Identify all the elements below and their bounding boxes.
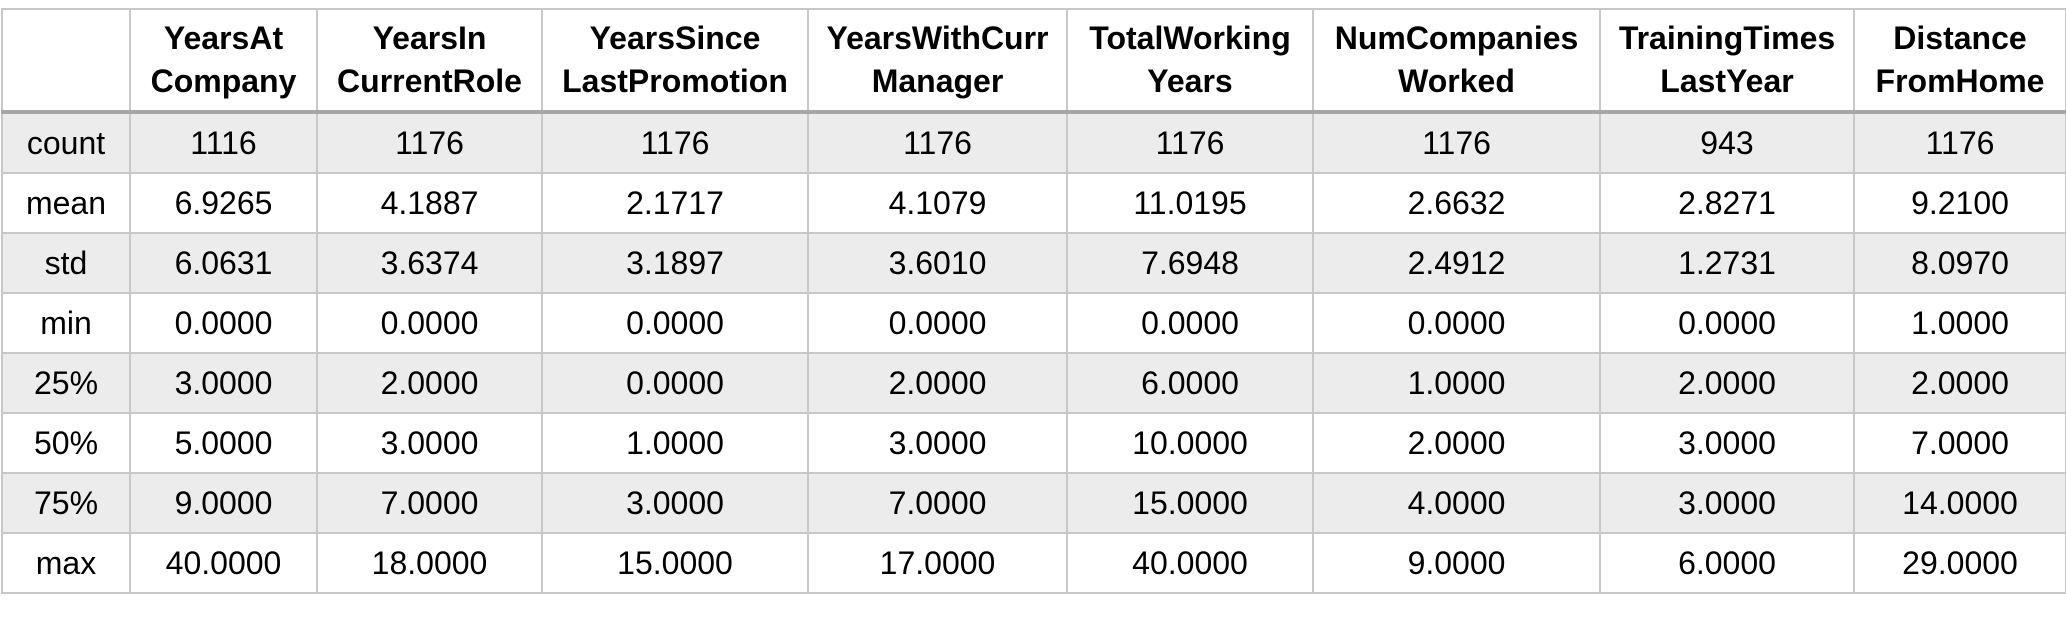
table-cell: 0.0000 [541, 292, 809, 354]
column-header: YearsWithCurr Manager [807, 8, 1068, 114]
row-label: max [1, 532, 131, 594]
table-cell: 17.0000 [807, 532, 1068, 594]
table-cell: 1.0000 [1312, 352, 1601, 414]
table-cell: 1116 [129, 111, 318, 174]
table-cell: 0.0000 [1066, 292, 1314, 354]
table-cell: 3.6374 [316, 232, 543, 294]
table-cell: 9.0000 [129, 472, 318, 534]
table-cell: 2.0000 [807, 352, 1068, 414]
table-cell: 40.0000 [1066, 532, 1314, 594]
table-cell: 4.1887 [316, 172, 543, 234]
table-cell: 3.0000 [129, 352, 318, 414]
table-cell: 4.1079 [807, 172, 1068, 234]
table-cell: 7.0000 [1853, 412, 2066, 474]
table-cell: 1.0000 [541, 412, 809, 474]
row-label: 25% [1, 352, 131, 414]
row-label: mean [1, 172, 131, 234]
table-cell: 10.0000 [1066, 412, 1314, 474]
row-label: std [1, 232, 131, 294]
table-cell: 6.9265 [129, 172, 318, 234]
table-cell: 1176 [1853, 111, 2066, 174]
row-label: min [1, 292, 131, 354]
table-cell: 0.0000 [541, 352, 809, 414]
column-header: TotalWorking Years [1066, 8, 1314, 114]
table-cell: 1.2731 [1599, 232, 1855, 294]
table-cell: 2.0000 [1599, 352, 1855, 414]
header-row: YearsAt Company YearsIn CurrentRole Year… [1, 8, 2066, 114]
column-header: Distance FromHome [1853, 8, 2066, 114]
table-cell: 2.1717 [541, 172, 809, 234]
corner-cell [1, 8, 131, 114]
table-cell: 0.0000 [316, 292, 543, 354]
table-cell: 1176 [1066, 111, 1314, 174]
table-cell: 2.8271 [1599, 172, 1855, 234]
table-cell: 1176 [1312, 111, 1601, 174]
table-cell: 6.0000 [1599, 532, 1855, 594]
column-header: YearsAt Company [129, 8, 318, 114]
table-cell: 1176 [541, 111, 809, 174]
table-cell: 29.0000 [1853, 532, 2066, 594]
table-cell: 5.0000 [129, 412, 318, 474]
table-cell: 1176 [316, 111, 543, 174]
table-cell: 0.0000 [1599, 292, 1855, 354]
table-row: 50% 5.0000 3.0000 1.0000 3.0000 10.0000 … [1, 412, 2066, 474]
table-cell: 2.0000 [1312, 412, 1601, 474]
table-cell: 4.0000 [1312, 472, 1601, 534]
table-row: mean 6.9265 4.1887 2.1717 4.1079 11.0195… [1, 172, 2066, 234]
table-cell: 3.0000 [807, 412, 1068, 474]
column-header: YearsIn CurrentRole [316, 8, 543, 114]
table-cell: 15.0000 [541, 532, 809, 594]
table-row: std 6.0631 3.6374 3.1897 3.6010 7.6948 2… [1, 232, 2066, 294]
table-cell: 18.0000 [316, 532, 543, 594]
table-cell: 1.0000 [1853, 292, 2066, 354]
table-cell: 1176 [807, 111, 1068, 174]
table-row: 25% 3.0000 2.0000 0.0000 2.0000 6.0000 1… [1, 352, 2066, 414]
table-cell: 11.0195 [1066, 172, 1314, 234]
table-cell: 943 [1599, 111, 1855, 174]
column-header: YearsSince LastPromotion [541, 8, 809, 114]
row-label: 50% [1, 412, 131, 474]
table-cell: 3.0000 [1599, 472, 1855, 534]
table-cell: 0.0000 [129, 292, 318, 354]
table-cell: 3.0000 [316, 412, 543, 474]
table-cell: 2.4912 [1312, 232, 1601, 294]
table-cell: 3.1897 [541, 232, 809, 294]
table-cell: 0.0000 [807, 292, 1068, 354]
column-header: TrainingTimes LastYear [1599, 8, 1855, 114]
table-row: 75% 9.0000 7.0000 3.0000 7.0000 15.0000 … [1, 472, 2066, 534]
table-cell: 9.0000 [1312, 532, 1601, 594]
table-cell: 0.0000 [1312, 292, 1601, 354]
summary-statistics-table: YearsAt Company YearsIn CurrentRole Year… [1, 8, 2066, 594]
table-cell: 7.0000 [316, 472, 543, 534]
table-cell: 3.0000 [541, 472, 809, 534]
table-cell: 6.0631 [129, 232, 318, 294]
table-cell: 2.0000 [316, 352, 543, 414]
table-cell: 40.0000 [129, 532, 318, 594]
table-cell: 7.0000 [807, 472, 1068, 534]
table-row: max 40.0000 18.0000 15.0000 17.0000 40.0… [1, 532, 2066, 594]
column-header: NumCompanies Worked [1312, 8, 1601, 114]
table-cell: 15.0000 [1066, 472, 1314, 534]
table-cell: 9.2100 [1853, 172, 2066, 234]
row-label: count [1, 111, 131, 174]
table-cell: 2.6632 [1312, 172, 1601, 234]
table-cell: 6.0000 [1066, 352, 1314, 414]
table-row: count 1116 1176 1176 1176 1176 1176 943 … [1, 111, 2066, 174]
table-cell: 8.0970 [1853, 232, 2066, 294]
table-row: min 0.0000 0.0000 0.0000 0.0000 0.0000 0… [1, 292, 2066, 354]
table-cell: 14.0000 [1853, 472, 2066, 534]
table-cell: 3.6010 [807, 232, 1068, 294]
table-cell: 2.0000 [1853, 352, 2066, 414]
table-cell: 3.0000 [1599, 412, 1855, 474]
row-label: 75% [1, 472, 131, 534]
table-cell: 7.6948 [1066, 232, 1314, 294]
